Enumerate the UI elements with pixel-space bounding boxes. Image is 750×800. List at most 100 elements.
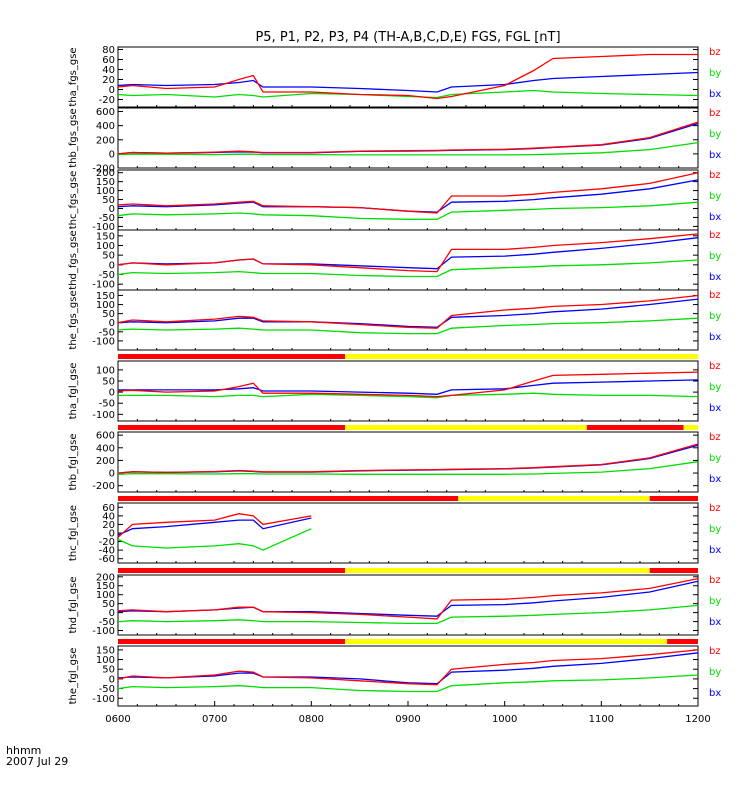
y-tick-label: -50: [99, 617, 115, 628]
series-line-bz: [117, 513, 312, 538]
legend-by: by: [709, 251, 721, 262]
legend-by: by: [709, 191, 721, 202]
y-tick-label: 100: [96, 365, 115, 376]
x-axis-unit-label: hhmm: [6, 744, 42, 757]
series-line-bx: [117, 122, 699, 155]
legend-bx: bx: [709, 545, 721, 556]
y-tick-label: 0: [109, 674, 115, 685]
y-tick-label: 200: [96, 456, 115, 467]
chart-title: P5, P1, P2, P3, P4 (TH-A,B,C,D,E) FGS, F…: [255, 30, 560, 45]
x-tick-label: 0800: [299, 714, 324, 725]
series-line-bx: [117, 517, 312, 536]
legend-bx: bx: [709, 150, 721, 161]
y-tick-label: 0: [109, 469, 115, 480]
y-tick-label: -50: [99, 327, 115, 338]
y-tick-label: 100: [96, 655, 115, 666]
series-line-bz: [117, 53, 698, 100]
y-tick-label: -200: [92, 481, 115, 492]
series-line-bx: [117, 580, 699, 617]
legend-bz: bz: [709, 503, 721, 514]
x-tick-label: 1200: [685, 714, 710, 725]
y-tick-label: 600: [96, 431, 115, 442]
panel-2: 600 400 200 0 -200 thb_fgs_gse bz by bx: [68, 107, 721, 174]
x-tick-label: 1100: [589, 714, 614, 725]
y-tick-label: 50: [102, 251, 115, 262]
series-line-by: [117, 141, 699, 156]
series-line-bz: [117, 294, 699, 329]
x-tick-label: 1000: [492, 714, 517, 725]
y-tick-label: 100: [96, 241, 115, 252]
mode-bar-1: [118, 354, 698, 359]
legend-by: by: [709, 311, 721, 322]
series-line-by: [117, 528, 312, 551]
y-tick-label: 150: [96, 177, 115, 188]
legend-bz: bz: [709, 47, 721, 58]
y-tick-label: 50: [102, 195, 115, 206]
y-tick-label: -20: [99, 537, 115, 548]
legend-by: by: [709, 129, 721, 140]
panel-frame: [117, 289, 699, 351]
y-axis-label: tha_fgs_gse: [68, 47, 79, 106]
legend-bz: bz: [709, 361, 721, 372]
panel-frame: [117, 169, 699, 231]
mode-segment-red: [118, 568, 346, 573]
y-tick-label: -200: [92, 164, 115, 175]
mode-segment-red: [667, 639, 698, 644]
y-tick-label: 150: [96, 291, 115, 302]
series-line-by: [117, 89, 699, 99]
series-line-bx: [117, 298, 699, 328]
legend-bx: bx: [709, 272, 721, 283]
series-line-bx: [118, 379, 699, 395]
legend-bx: bx: [709, 617, 721, 628]
series-line-bz: [117, 577, 699, 620]
legend-by: by: [709, 68, 721, 79]
y-tick-label: -100: [92, 694, 115, 705]
panel-frame: [117, 431, 699, 493]
legend-bz: bz: [709, 290, 721, 301]
mode-bar-4: [118, 568, 698, 573]
panel-frame: [117, 107, 699, 169]
y-tick-label: 0: [109, 85, 115, 96]
y-tick-label: 100: [96, 590, 115, 601]
mode-segment-red: [649, 496, 698, 501]
y-tick-label: 0: [109, 260, 115, 271]
y-tick-label: 400: [96, 121, 115, 132]
legend-bx: bx: [709, 688, 721, 699]
mode-segment-yellow: [458, 496, 650, 501]
legend-bz: bz: [709, 432, 721, 443]
legend-bz: bz: [709, 108, 721, 119]
series-line-by: [117, 317, 699, 335]
y-tick-label: 50: [102, 599, 115, 610]
y-tick-label: 60: [102, 503, 115, 514]
y-tick-label: 60: [102, 55, 115, 66]
y-axis-label: the_fgs_gse: [68, 290, 79, 349]
legend-bz: bz: [709, 230, 721, 241]
y-axis-label: tha_fgl_gse: [68, 363, 79, 420]
series-line-by: [117, 259, 699, 278]
mode-segment-yellow: [683, 425, 698, 430]
series-line-bz: [117, 233, 699, 273]
y-tick-label: 200: [96, 168, 115, 179]
y-tick-label: -50: [99, 213, 115, 224]
y-axis-label: thd_fgs_gse: [68, 230, 79, 289]
y-tick-label: 400: [96, 443, 115, 454]
y-tick-label: 40: [102, 511, 115, 522]
mode-segment-red: [649, 568, 698, 573]
series-line-bz: [117, 371, 699, 398]
mode-segment-yellow: [345, 639, 668, 644]
date-label: 2007 Jul 29: [6, 755, 69, 768]
y-axis-label: thd_fgl_gse: [68, 577, 79, 634]
y-tick-label: 100: [96, 186, 115, 197]
mode-segment-red: [118, 496, 459, 501]
mode-segment-red: [118, 639, 346, 644]
legend-bx: bx: [709, 474, 721, 485]
y-tick-label: 0: [109, 149, 115, 160]
y-tick-label: -100: [92, 336, 115, 347]
series-line-bx: [117, 444, 699, 474]
y-tick-label: -20: [99, 95, 115, 106]
legend-bx: bx: [709, 403, 721, 414]
